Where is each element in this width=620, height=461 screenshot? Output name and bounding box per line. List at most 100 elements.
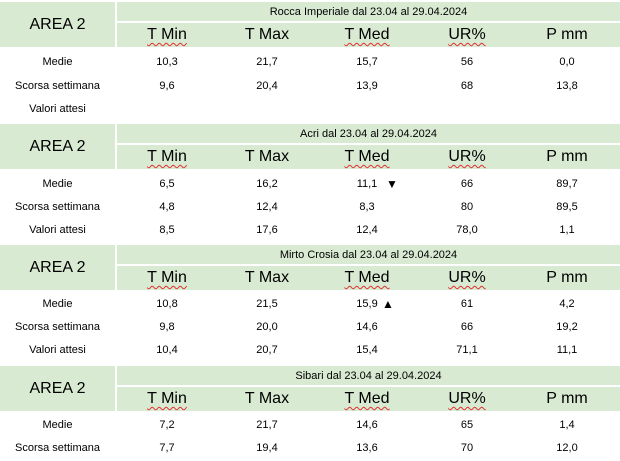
trend-down-icon: ▼ — [386, 177, 398, 191]
table-row: Valori attesi 10,4 20,7 15,4 71,1 11,1 — [0, 339, 620, 361]
cell-tmed: 11,1 — [356, 178, 378, 190]
row-label: Scorsa settimana — [15, 321, 100, 333]
cell-tmed: 13,9 — [356, 80, 378, 92]
cell-tmax: 20,4 — [256, 80, 278, 92]
header-tmed: T Med — [344, 26, 390, 43]
cell-tmin: 10,3 — [156, 56, 178, 68]
table-row: Medie 10,3 21,7 15,7 56 0,0 — [0, 51, 620, 73]
station-title: Acri dal 23.04 al 29.04.2024 — [117, 124, 620, 143]
cell-tmed: 8,3 — [359, 201, 375, 213]
cell-tmin: 4,8 — [159, 201, 175, 213]
cell-ur: 65 — [460, 419, 474, 431]
row-label: Medie — [42, 298, 73, 310]
station-title: Mirto Crosia dal 23.04 al 29.04.2024 — [117, 245, 620, 264]
table-row: Medie 10,8 21,5 15,9 ▲ 61 4,2 — [0, 293, 620, 315]
cell-tmax: 19,4 — [256, 442, 278, 454]
header-row: T Min T Max T Med UR% P mm — [117, 387, 620, 411]
cell-tmin: 7,7 — [159, 442, 175, 454]
header-tmed: T Med — [344, 390, 390, 407]
header-pmm: P mm — [546, 390, 588, 407]
station-title: Sibari dal 23.04 al 29.04.2024 — [117, 366, 620, 385]
area-label: AREA 2 — [0, 366, 115, 411]
table-row: Valori attesi — [0, 98, 620, 120]
cell-pmm: 13,8 — [556, 80, 578, 92]
header-pmm: P mm — [546, 26, 588, 43]
cell-tmed: 13,6 — [356, 442, 378, 454]
cell-ur: 68 — [460, 80, 474, 92]
cell-tmed: 12,4 — [356, 224, 378, 236]
cell-tmin: 6,5 — [159, 178, 175, 190]
row-label: Valori attesi — [29, 224, 86, 236]
cell-ur: 70 — [460, 442, 474, 454]
cell-tmin: 8,5 — [159, 224, 175, 236]
cell-ur — [417, 98, 517, 120]
cell-pmm: 89,5 — [556, 201, 578, 213]
station-title: Rocca Imperiale dal 23.04 al 29.04.2024 — [117, 2, 620, 21]
row-label: Scorsa settimana — [15, 201, 100, 213]
cell-tmed: 14,6 — [356, 321, 378, 333]
row-label: Scorsa settimana — [15, 442, 100, 454]
header-pmm: P mm — [546, 148, 588, 165]
cell-ur: 66 — [460, 321, 474, 333]
cell-pmm: 19,2 — [556, 321, 578, 333]
cell-tmax — [217, 98, 317, 120]
header-ur: UR% — [448, 26, 486, 43]
cell-tmin: 7,2 — [159, 419, 175, 431]
cell-pmm: 1,4 — [559, 419, 575, 431]
cell-tmax: 21,5 — [256, 298, 278, 310]
row-label: Medie — [42, 56, 73, 68]
row-label: Valori attesi — [29, 344, 86, 356]
cell-tmax: 21,7 — [256, 56, 278, 68]
cell-tmin — [117, 98, 217, 120]
trend-up-icon: ▲ — [382, 297, 394, 311]
header-ur: UR% — [448, 390, 486, 407]
cell-tmed: 14,6 — [356, 419, 378, 431]
cell-ur: 78,0 — [456, 224, 478, 236]
cell-pmm: 11,1 — [556, 344, 578, 356]
table-row: Scorsa settimana 9,6 20,4 13,9 68 13,8 — [0, 75, 620, 97]
cell-tmax: 17,6 — [256, 224, 278, 236]
row-label: Valori attesi — [29, 103, 86, 115]
cell-pmm: 4,2 — [559, 298, 575, 310]
cell-ur: 66 — [460, 178, 474, 190]
cell-tmed: 15,4 — [356, 344, 378, 356]
cell-pmm: 1,1 — [559, 224, 575, 236]
table-row: Valori attesi 8,5 17,6 12,4 78,0 1,1 — [0, 219, 620, 241]
table-row: Scorsa settimana 7,7 19,4 13,6 70 12,0 — [0, 437, 620, 459]
table-row: Medie 7,2 21,7 14,6 65 1,4 — [0, 414, 620, 436]
cell-ur: 56 — [460, 56, 474, 68]
header-row: T Min T Max T Med UR% P mm — [117, 266, 620, 290]
cell-tmin: 9,6 — [159, 80, 175, 92]
header-row: T Min T Max T Med UR% P mm — [117, 145, 620, 169]
cell-tmax: 12,4 — [256, 201, 278, 213]
header-tmed: T Med — [344, 148, 390, 165]
cell-tmed: 15,7 — [356, 56, 378, 68]
cell-ur: 71,1 — [456, 344, 478, 356]
row-label: Medie — [42, 178, 73, 190]
cell-pmm: 0,0 — [559, 56, 575, 68]
table-row: Scorsa settimana 9,8 20,0 14,6 66 19,2 — [0, 316, 620, 338]
row-label: Scorsa settimana — [15, 80, 100, 92]
cell-pmm — [517, 98, 617, 120]
cell-pmm: 12,0 — [556, 442, 578, 454]
header-tmin: T Min — [147, 269, 187, 286]
cell-ur: 61 — [460, 298, 474, 310]
header-tmax: T Max — [244, 148, 290, 165]
header-ur: UR% — [448, 148, 486, 165]
cell-tmax: 20,7 — [256, 344, 278, 356]
header-tmax: T Max — [244, 390, 290, 407]
cell-pmm: 89,7 — [556, 178, 578, 190]
table-row: Scorsa settimana 4,8 12,4 8,3 80 89,5 — [0, 196, 620, 218]
cell-tmax: 21,7 — [256, 419, 278, 431]
row-label: Medie — [42, 419, 73, 431]
cell-tmed — [317, 98, 417, 120]
area-label: AREA 2 — [0, 124, 115, 169]
cell-tmin: 10,4 — [156, 344, 178, 356]
cell-ur: 80 — [460, 201, 474, 213]
area-label: AREA 2 — [0, 245, 115, 290]
header-tmin: T Min — [147, 26, 187, 43]
cell-tmax: 20,0 — [256, 321, 278, 333]
table-row: Medie 6,5 16,2 11,1 ▼ 66 89,7 — [0, 173, 620, 195]
area-label: AREA 2 — [0, 2, 115, 47]
